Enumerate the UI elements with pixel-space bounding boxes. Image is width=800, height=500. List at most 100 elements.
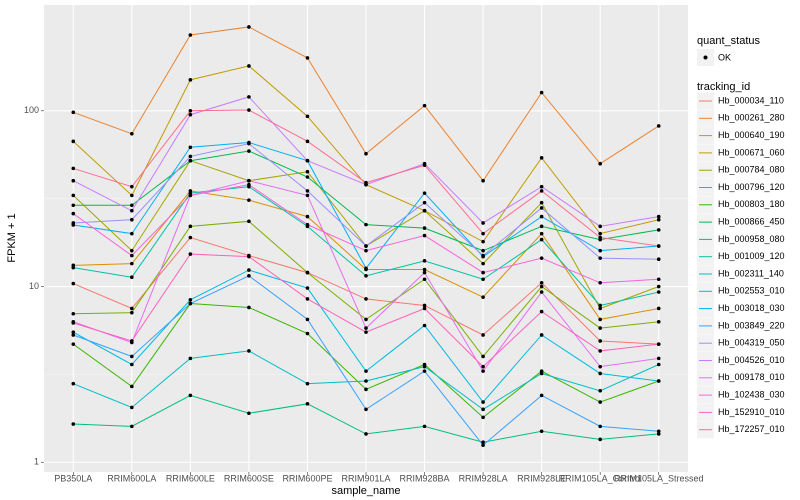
point bbox=[71, 166, 76, 171]
point bbox=[598, 349, 602, 353]
point bbox=[247, 182, 251, 187]
point bbox=[656, 432, 661, 436]
point bbox=[481, 440, 485, 445]
point bbox=[598, 339, 602, 343]
point bbox=[656, 319, 661, 324]
point bbox=[188, 154, 193, 159]
point bbox=[598, 371, 602, 376]
point bbox=[305, 381, 310, 386]
legend-label: Hb_004526_010 bbox=[718, 355, 785, 365]
point bbox=[598, 224, 602, 229]
point bbox=[188, 145, 193, 150]
point bbox=[422, 364, 427, 369]
point bbox=[422, 303, 427, 308]
point bbox=[71, 330, 76, 334]
point bbox=[481, 354, 485, 359]
point bbox=[481, 239, 485, 244]
point bbox=[481, 443, 485, 448]
point bbox=[364, 317, 368, 322]
point bbox=[305, 193, 310, 198]
point bbox=[188, 108, 193, 113]
point bbox=[598, 303, 602, 308]
point bbox=[130, 231, 134, 236]
point bbox=[539, 429, 544, 434]
point bbox=[71, 422, 76, 426]
point bbox=[656, 244, 661, 248]
point bbox=[188, 78, 193, 82]
point bbox=[364, 151, 368, 156]
point bbox=[364, 407, 368, 412]
x-tick-label: RRIM928BA bbox=[400, 473, 450, 483]
point bbox=[130, 131, 134, 136]
point bbox=[364, 274, 368, 278]
y-tick-label: 10 bbox=[29, 281, 39, 291]
point bbox=[188, 393, 193, 398]
point bbox=[247, 95, 251, 99]
point bbox=[539, 189, 544, 193]
legend-title: tracking_id bbox=[697, 81, 750, 93]
point bbox=[305, 114, 310, 119]
point bbox=[481, 400, 485, 404]
point bbox=[422, 200, 427, 205]
point bbox=[130, 261, 134, 266]
x-tick-label: PB350LA bbox=[54, 473, 92, 483]
legend-label: Hb_000640_190 bbox=[718, 130, 785, 140]
point bbox=[656, 342, 661, 346]
legend-label: Hb_000671_060 bbox=[718, 147, 785, 157]
point bbox=[481, 277, 485, 282]
point bbox=[656, 429, 661, 434]
point bbox=[305, 331, 310, 336]
point bbox=[656, 284, 661, 289]
legend-label: Hb_000796_120 bbox=[718, 182, 785, 192]
point bbox=[598, 424, 602, 429]
point bbox=[71, 193, 76, 198]
point bbox=[539, 290, 544, 294]
point bbox=[539, 200, 544, 205]
point bbox=[481, 261, 485, 266]
point bbox=[598, 437, 602, 442]
point bbox=[422, 233, 427, 238]
point bbox=[305, 270, 310, 275]
point bbox=[539, 214, 544, 219]
point bbox=[247, 149, 251, 153]
point bbox=[305, 158, 310, 163]
legend-label: Hb_102438_030 bbox=[718, 389, 785, 399]
point bbox=[598, 235, 602, 240]
lines bbox=[71, 25, 661, 448]
legend-label: Hb_172257_010 bbox=[718, 424, 785, 434]
point bbox=[247, 198, 251, 202]
point bbox=[247, 349, 251, 353]
legend-label: Hb_004319_050 bbox=[718, 338, 785, 348]
legend-label: Hb_003849_220 bbox=[718, 320, 785, 330]
point bbox=[481, 369, 485, 373]
y-tick-label: 1 bbox=[34, 457, 39, 467]
point bbox=[422, 163, 427, 168]
point bbox=[656, 214, 661, 219]
point bbox=[656, 124, 661, 128]
point bbox=[539, 280, 544, 285]
x-tick-label: RRIM600LA bbox=[107, 473, 156, 483]
point bbox=[539, 90, 544, 95]
point bbox=[130, 217, 134, 222]
point bbox=[305, 402, 310, 406]
legend-label: Hb_000784_080 bbox=[718, 165, 785, 175]
point bbox=[539, 256, 544, 260]
point bbox=[422, 270, 427, 275]
point bbox=[481, 364, 485, 369]
point bbox=[656, 356, 661, 361]
point bbox=[247, 305, 251, 310]
point bbox=[481, 248, 485, 253]
point bbox=[481, 415, 485, 420]
point bbox=[130, 306, 134, 311]
point bbox=[422, 191, 427, 195]
point bbox=[539, 231, 544, 236]
point bbox=[481, 221, 485, 225]
point bbox=[598, 364, 602, 369]
point bbox=[71, 311, 76, 316]
point bbox=[188, 356, 193, 361]
point bbox=[598, 161, 602, 166]
point bbox=[247, 178, 251, 183]
point bbox=[422, 369, 427, 373]
point bbox=[656, 217, 661, 222]
